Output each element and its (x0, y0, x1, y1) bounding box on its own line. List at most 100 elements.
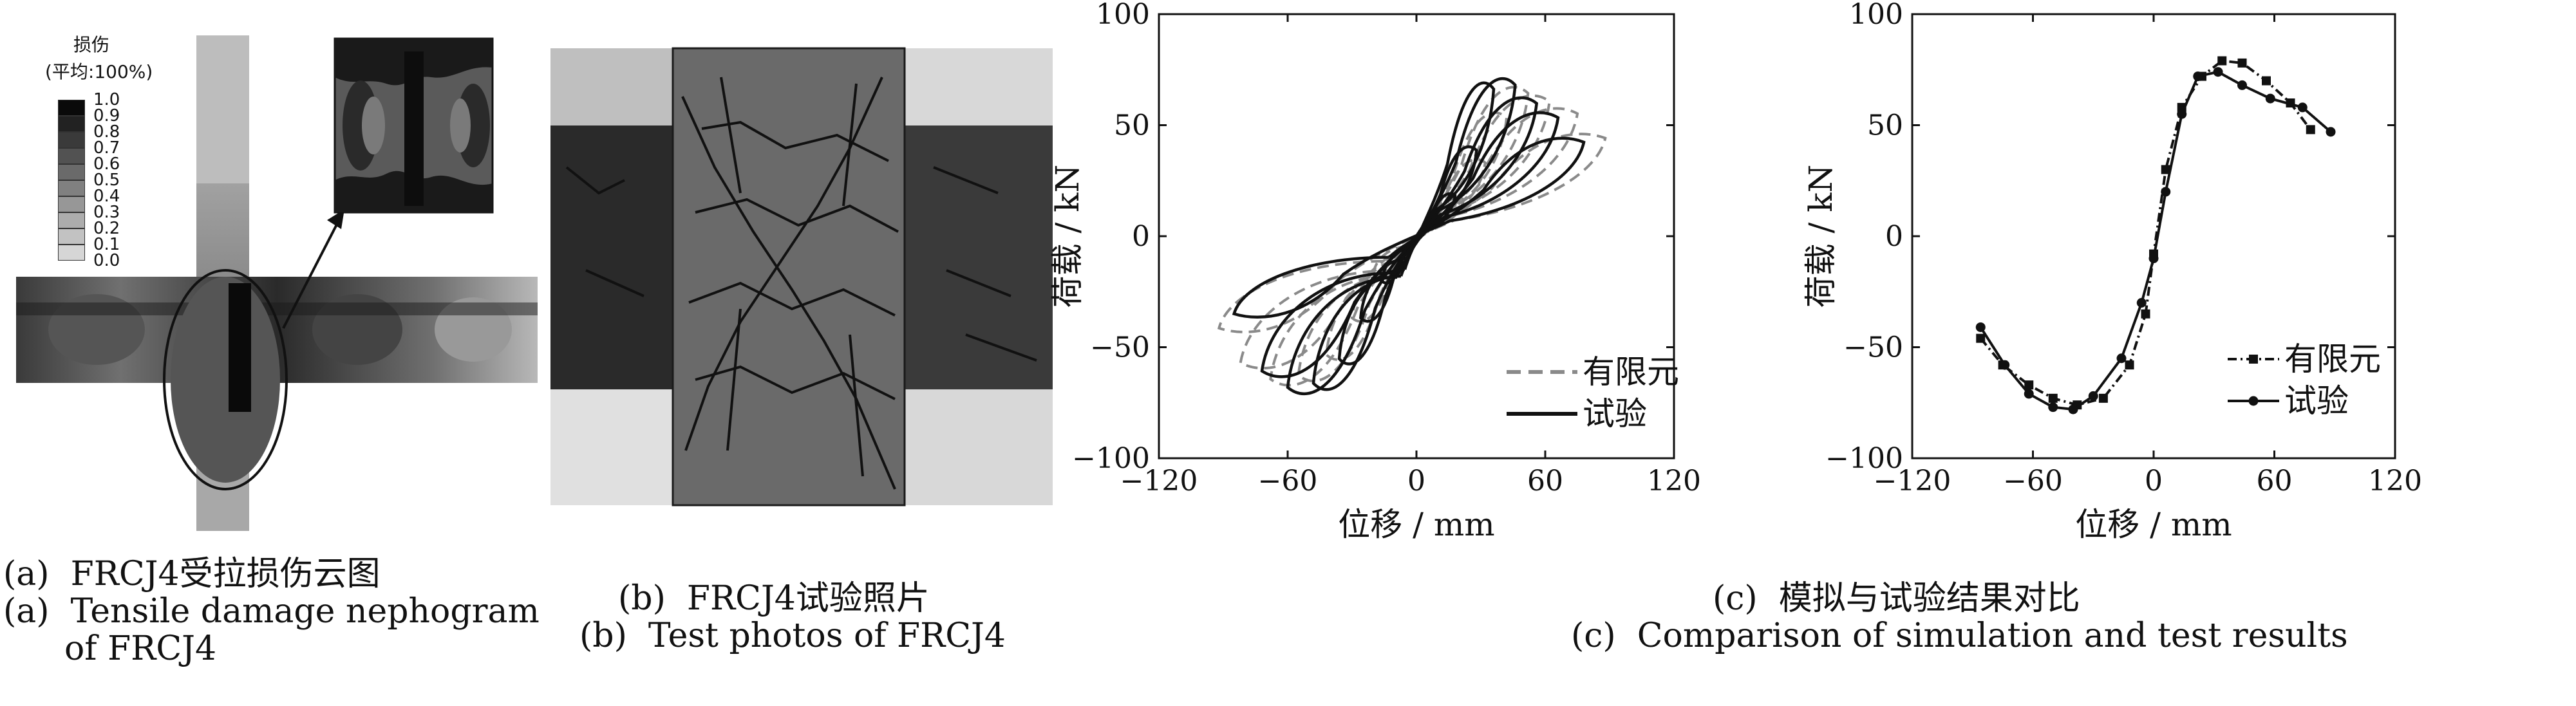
zoom-arrow (282, 221, 339, 329)
y-tick-label: −100 (1825, 442, 1903, 475)
y-tick-label: 0 (1885, 220, 1903, 253)
data-point-square (1976, 333, 1986, 343)
hysteresis-loop-test (1337, 81, 1496, 366)
y-tick-label: 100 (1849, 0, 1903, 31)
caption-b-cn: (b) FRCJ4试验照片 (618, 579, 930, 618)
data-point-square (2262, 76, 2271, 86)
data-point-circle (2000, 360, 2010, 370)
data-point-square (2098, 393, 2108, 403)
caption-a-cn: (a) FRCJ4受拉损伤云图 (3, 555, 381, 593)
data-point-circle (1975, 322, 1986, 332)
data-point-circle (2297, 102, 2308, 113)
y-axis-label: 荷载 / kN (1049, 165, 1086, 308)
legend-level-label: 0.2 (93, 219, 120, 238)
x-tick-label: −120 (1874, 465, 1951, 497)
x-tick-label: 60 (2257, 465, 2293, 497)
data-point-square (2141, 309, 2150, 319)
data-point-square (2024, 380, 2034, 390)
x-tick-label: −120 (1120, 465, 1198, 497)
caption-c-en: (c) Comparison of simulation and test re… (1571, 617, 2348, 655)
legend-swatch (58, 228, 85, 245)
legend-swatch (58, 180, 85, 196)
data-point-circle (2136, 298, 2147, 308)
x-tick-label: −60 (1258, 465, 1318, 497)
legend-level-label: 0.4 (93, 187, 120, 206)
y-tick-label: 0 (1132, 220, 1150, 253)
column-photo (673, 48, 905, 505)
hysteresis-loop-fe (1217, 133, 1607, 333)
hysteresis-loop-test (1312, 77, 1517, 391)
fe-damage-contour (16, 35, 538, 531)
x-tick-label: 0 (1407, 465, 1425, 497)
x-tick-label: −60 (2003, 465, 2063, 497)
x-tick-label: 0 (2145, 465, 2163, 497)
y-tick-label: 50 (1114, 109, 1150, 142)
data-point-circle (2213, 67, 2223, 77)
y-tick-label: −50 (1090, 331, 1150, 364)
y-tick-label: 100 (1096, 0, 1150, 31)
beam-right-photo (905, 125, 1053, 389)
x-axis-label: 位移 / mm (1338, 506, 1494, 543)
hysteresis-loop-test (1260, 111, 1560, 378)
data-point-circle (2193, 71, 2203, 82)
y-axis-label: 荷载 / kN (1802, 165, 1839, 308)
joint-highlight-circle (163, 269, 288, 490)
hysteresis-chart: −120 −60 0 60 120 −100 −50 0 50 100 位移 / mm 荷载 / kN… (1049, 0, 1701, 543)
data-point-square (2237, 58, 2247, 68)
legend-swatch (58, 148, 85, 164)
caption-a-en-1: (a) Tensile damage nephogram (3, 592, 540, 631)
legend-level-label: 0.6 (93, 154, 120, 174)
caption-b-en: (b) Test photos of FRCJ4 (579, 617, 1006, 655)
legend-marker (2249, 355, 2258, 364)
data-point-square (2048, 393, 2058, 403)
caption-c-cn: (c) 模拟与试验结果对比 (1713, 579, 2080, 618)
legend-level-label: 1.0 (93, 90, 120, 109)
legend-label: 试验 (1583, 395, 1647, 432)
legend-label: 有限元 (2284, 340, 2381, 378)
x-tick-label: 60 (1527, 465, 1563, 497)
data-point-circle (2068, 404, 2078, 414)
data-point-circle (2148, 254, 2159, 263)
data-point-circle (2088, 391, 2098, 401)
legend-level-label: 0.1 (93, 235, 120, 254)
caption-a-en-2: of FRCJ4 (64, 629, 217, 668)
joint-core-region (171, 277, 280, 483)
data-point-circle (2048, 402, 2058, 413)
legend-swatch (58, 100, 85, 116)
y-tick-label: −50 (1843, 331, 1903, 364)
legend-level-label: 0.9 (93, 106, 120, 125)
legend-swatch (58, 164, 85, 180)
legend-swatch (58, 132, 85, 148)
data-point-square (2125, 360, 2134, 370)
legend-level-label: 0.5 (93, 171, 120, 190)
legend-swatch (58, 116, 85, 132)
beam-left-photo (550, 125, 679, 389)
legend-level-label: 0.3 (93, 203, 120, 222)
data-point-circle (2116, 353, 2127, 364)
x-tick-label: 120 (2368, 465, 2422, 497)
y-tick-label: 50 (1867, 109, 1903, 142)
legend-label: 有限元 (1583, 353, 1679, 391)
y-tick-label: −100 (1072, 442, 1150, 475)
data-point-circle (2177, 109, 2187, 119)
legend-level-label: 0.0 (93, 251, 120, 270)
legend-swatch (58, 245, 85, 261)
data-point-circle (2161, 187, 2171, 197)
skeleton-curve-chart: −120 −60 0 60 120 −100 −50 0 50 100 位移 / mm 荷载 / kN… (1802, 0, 2422, 543)
legend-swatch (58, 196, 85, 212)
data-point-square (2306, 125, 2315, 135)
test-photo (550, 47, 1053, 506)
x-axis-label: 位移 / mm (2075, 506, 2232, 543)
damage-legend-subtitle: (平均:100%) (45, 61, 153, 82)
skeleton-curve-fe (1979, 59, 2312, 407)
zoom-inset (334, 37, 494, 214)
panel-a: 损伤 (平均:100%) 1.0 0.9 0.8 0.7 0.6 0.5 0.4 0.3 0.2… (0, 0, 547, 553)
x-tick-label: 120 (1647, 465, 1701, 497)
data-point-square (2161, 165, 2170, 174)
data-point-circle (2024, 389, 2034, 399)
legend-level-label: 0.7 (93, 138, 120, 158)
data-point-square (2217, 56, 2227, 66)
damage-legend-title: 损伤 (73, 34, 109, 55)
crack-lines (565, 77, 1037, 490)
panel-b (547, 0, 1062, 553)
